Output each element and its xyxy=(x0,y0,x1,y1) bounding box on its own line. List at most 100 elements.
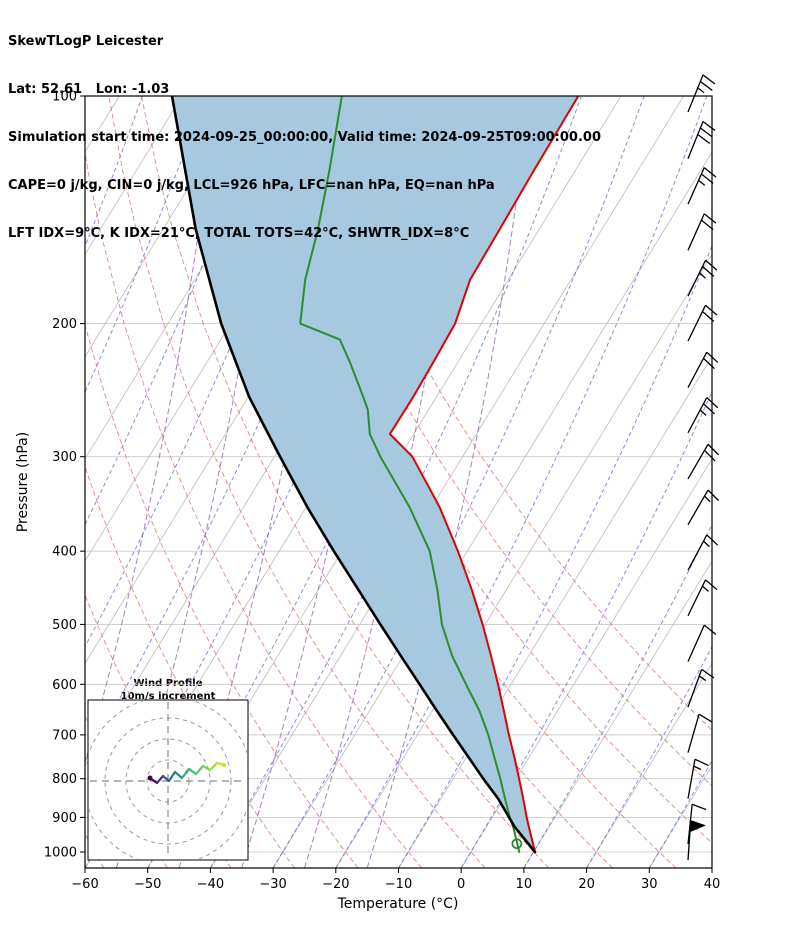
x-tick-label: 0 xyxy=(457,877,465,892)
wind-barb xyxy=(687,213,717,251)
mixing-ratio-line xyxy=(335,96,708,868)
location-line: Lat: 52.61 Lon: -1.03 xyxy=(8,82,170,97)
wind-barb xyxy=(687,74,716,113)
mixing-ratio-line xyxy=(711,867,712,868)
barb-half-tick xyxy=(703,540,710,548)
indices-line-2: LFT IDX=9°C, K IDX=21°C, TOTAL TOTS=42°C… xyxy=(8,226,470,241)
hodograph-trace-start xyxy=(147,775,153,781)
barb-full-tick xyxy=(702,266,715,277)
x-tick-label: 20 xyxy=(578,877,595,892)
indices-line-1: CAPE=0 j/kg, CIN=0 j/kg, LCL=926 hPa, LF… xyxy=(8,178,495,193)
isotherm-line xyxy=(586,662,712,868)
y-tick-label: 300 xyxy=(52,450,77,465)
barb-staff xyxy=(687,759,696,799)
hodograph-title: Wind Profile xyxy=(134,678,203,689)
wind-barb xyxy=(687,397,719,434)
barb-full-tick xyxy=(706,534,719,546)
wind-barb xyxy=(687,120,716,159)
dry-adiabat-line xyxy=(85,323,359,868)
barb-full-tick xyxy=(701,668,715,679)
wind-barb xyxy=(687,668,715,708)
isotherm-line xyxy=(335,253,712,868)
barb-full-tick xyxy=(705,579,718,591)
barb-staff xyxy=(687,213,705,251)
barb-staff xyxy=(687,121,704,159)
hodograph-trace-segment xyxy=(208,761,219,772)
dewpoint-curve xyxy=(299,96,521,853)
dry-adiabat-line xyxy=(85,465,295,868)
barb-half-tick xyxy=(693,765,702,771)
isotherm-line xyxy=(85,96,183,256)
barb-full-tick xyxy=(699,80,713,91)
barb-full-tick xyxy=(697,133,711,145)
barb-full-tick xyxy=(701,219,714,231)
profile-curves xyxy=(170,96,580,854)
barb-staff xyxy=(687,304,707,342)
barb-half-tick xyxy=(698,179,706,186)
barb-full-tick xyxy=(706,397,719,409)
barb-full-tick xyxy=(703,624,717,636)
time-line: Simulation start time: 2024-09-25_00:00:… xyxy=(8,130,601,145)
y-tick-label: 500 xyxy=(52,618,77,633)
x-axis-label: Temperature (°C) xyxy=(337,896,459,912)
moist-adiabat-line xyxy=(366,96,530,868)
x-tick-label: −10 xyxy=(385,877,412,892)
barb-full-tick xyxy=(699,127,713,138)
hodograph-inset xyxy=(87,699,249,861)
mixing-ratio-line xyxy=(272,96,645,868)
dry-adiabat-line xyxy=(85,148,423,868)
wind-barb xyxy=(687,820,706,861)
barb-staff xyxy=(687,167,705,205)
y-tick-label: 1000 xyxy=(44,845,77,860)
barb-full-tick xyxy=(705,259,718,271)
hodograph-trace-segment xyxy=(187,767,198,776)
header: SkewTLogP Leicester Lat: 52.61 Lon: -1.0… xyxy=(8,2,601,274)
surface-dewpoint-marker xyxy=(511,838,523,850)
dry-adiabat-line xyxy=(238,96,712,844)
x-tick-label: −40 xyxy=(197,877,224,892)
mixing-ratio-line xyxy=(85,96,143,248)
barb-half-tick xyxy=(704,495,711,503)
barb-full-tick xyxy=(705,304,718,316)
wind-barb xyxy=(687,259,718,297)
x-tick-label: −30 xyxy=(259,877,286,892)
barb-staff xyxy=(687,351,708,388)
isotherm-line xyxy=(523,560,712,868)
barb-half-tick xyxy=(698,272,706,279)
wind-barb xyxy=(687,304,718,342)
barb-staff xyxy=(687,259,707,297)
wind-barb xyxy=(687,534,719,571)
wind-barb xyxy=(687,624,717,662)
barb-full-tick xyxy=(703,403,715,415)
wind-barbs xyxy=(687,74,720,861)
wind-barb xyxy=(687,579,718,617)
hodograph-grid xyxy=(89,701,247,859)
barb-staff xyxy=(687,669,703,708)
barb-full-tick xyxy=(703,357,715,370)
wind-barb xyxy=(687,758,709,799)
y-tick-label: 600 xyxy=(52,678,77,693)
y-tick-label: 200 xyxy=(52,317,77,332)
isotherm-line xyxy=(460,458,712,868)
temperature-curve xyxy=(388,96,580,853)
hodograph-trace-segment xyxy=(167,770,177,783)
barb-full-tick xyxy=(707,443,720,456)
barb-staff xyxy=(687,74,704,113)
barb-half-tick xyxy=(699,409,707,416)
barb-full-tick xyxy=(702,311,715,322)
barb-staff xyxy=(687,624,705,662)
barb-full-tick xyxy=(702,74,716,85)
shaded-area xyxy=(172,96,579,852)
barb-full-tick xyxy=(691,803,707,811)
isotherm-line xyxy=(648,764,712,868)
y-tick-label: 700 xyxy=(52,728,77,743)
y-tick-label: 100 xyxy=(52,90,77,105)
mixing-ratio-line xyxy=(85,96,206,394)
chart-title: SkewTLogP Leicester xyxy=(8,34,164,49)
mixing-ratio-line xyxy=(648,759,712,868)
wind-barb xyxy=(687,443,720,480)
cin-shading xyxy=(172,96,579,852)
x-tick-label: −60 xyxy=(71,877,98,892)
